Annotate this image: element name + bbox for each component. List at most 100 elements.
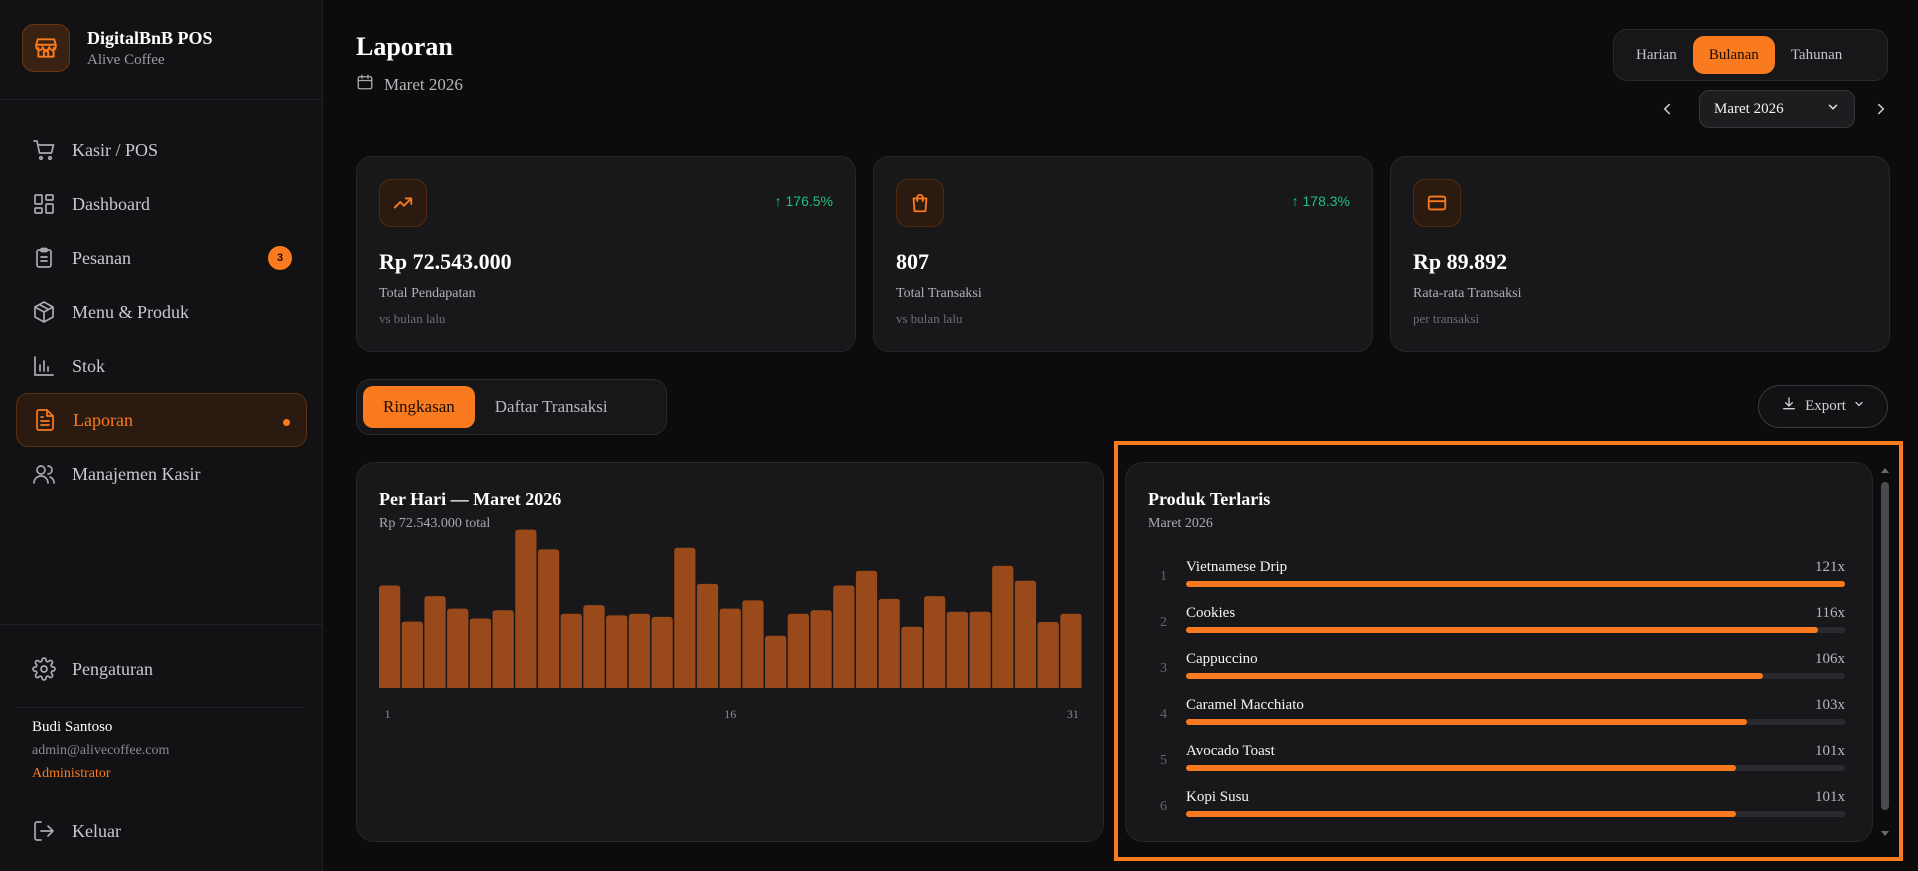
stat-value: Rp 89.892 (1413, 249, 1508, 274)
trending-up-icon (379, 179, 427, 227)
chart-bar[interactable] (1060, 613, 1082, 688)
chevron-right-icon[interactable] (1869, 97, 1893, 121)
chart-bar[interactable] (537, 549, 560, 688)
sidebar-item-manajemen-kasir[interactable]: Manajemen Kasir (16, 447, 307, 501)
chart-bar[interactable] (1037, 622, 1059, 688)
chart-bar[interactable] (833, 585, 855, 688)
product-name: Vietnamese Drip (1186, 559, 1288, 575)
store-name: Alive Coffee (87, 51, 165, 68)
stat-note: per transaksi (1413, 311, 1480, 326)
best-sellers-scrollbar[interactable] (1879, 462, 1891, 842)
chart-bar[interactable] (946, 611, 968, 688)
sidebar-nav: Kasir / POS Dashboard Pesanan 3 Menu & P… (16, 123, 307, 501)
chart-bar[interactable] (583, 605, 605, 688)
sidebar-item-pesanan[interactable]: Pesanan 3 (16, 231, 307, 285)
sidebar-item-kasir[interactable]: Kasir / POS (16, 123, 307, 177)
chart-bar[interactable] (401, 621, 423, 688)
settings-section: Pengaturan (16, 642, 307, 696)
scroll-up-icon[interactable] (1881, 466, 1889, 474)
chart-bar[interactable] (810, 610, 832, 688)
chevron-down-icon (1826, 100, 1840, 119)
stat-note: vs bulan lalu (896, 311, 963, 326)
chart-bar[interactable] (447, 608, 469, 688)
product-bar-track (1186, 673, 1845, 679)
month-select-value: Maret 2026 (1714, 100, 1784, 117)
chart-bar[interactable] (651, 616, 673, 688)
app-name: DigitalBnB POS (87, 27, 213, 48)
product-bar-fill (1186, 765, 1737, 771)
stat-value: Rp 72.543.000 (379, 249, 512, 274)
chart-bar[interactable] (742, 600, 764, 688)
tab-ringkasan[interactable]: Ringkasan (363, 386, 475, 428)
sidebar-item-dashboard[interactable]: Dashboard (16, 177, 307, 231)
sidebar-item-menu-produk[interactable]: Menu & Produk (16, 285, 307, 339)
chart-bar[interactable] (969, 611, 991, 688)
sidebar-item-label: Dashboard (72, 193, 150, 214)
sidebar-divider (0, 99, 322, 100)
chart-bar[interactable] (719, 608, 741, 688)
best-sellers-panel: Produk Terlaris Maret 2026 1 Vietnamese D… (1125, 462, 1873, 842)
dashboard-icon (32, 192, 56, 216)
product-row: 4 Caramel Macchiato 103x (1148, 697, 1851, 743)
logout-button[interactable]: Keluar (16, 804, 307, 858)
x-tick-label: 16 (724, 707, 736, 721)
chart-bar[interactable] (765, 635, 787, 688)
product-bar-track (1186, 719, 1845, 725)
clipboard-icon (32, 246, 56, 270)
product-count: 101x (1815, 789, 1845, 805)
scrollbar-thumb[interactable] (1881, 482, 1889, 810)
report-tabs: Ringkasan Daftar Transaksi (356, 379, 667, 435)
chart-bar[interactable] (901, 626, 923, 688)
product-rank: 3 (1160, 661, 1167, 676)
chart-bar[interactable] (1014, 580, 1037, 688)
sidebar-item-laporan[interactable]: Laporan (16, 393, 307, 447)
product-name: Avocado Toast (1186, 743, 1275, 759)
orders-badge: 3 (268, 246, 292, 270)
credit-card-icon (1413, 179, 1461, 227)
period-bulanan-button[interactable]: Bulanan (1692, 36, 1775, 74)
daily-bar-chart: 1 16 31 (379, 529, 1082, 721)
logout-section: Keluar (16, 804, 307, 858)
user-email: admin@alivecoffee.com (32, 743, 170, 758)
stat-label: Total Pendapatan (379, 286, 476, 301)
chart-bar[interactable] (492, 610, 514, 688)
product-count: 106x (1815, 651, 1845, 667)
sidebar-item-label: Laporan (73, 409, 133, 430)
export-label: Export (1805, 398, 1846, 414)
chart-bar[interactable] (606, 615, 628, 688)
sidebar-item-stok[interactable]: Stok (16, 339, 307, 393)
chart-bar[interactable] (878, 598, 900, 688)
package-icon (32, 300, 56, 324)
period-tahunan-button[interactable]: Tahunan (1790, 46, 1843, 63)
gear-icon (32, 657, 56, 681)
period-harian-button[interactable]: Harian (1636, 46, 1677, 63)
chart-bar[interactable] (424, 596, 446, 688)
scroll-down-icon[interactable] (1881, 830, 1889, 838)
chart-bar[interactable] (924, 596, 946, 688)
chart-bar[interactable] (515, 529, 537, 688)
chart-bar[interactable] (696, 583, 719, 688)
sidebar-item-pengaturan[interactable]: Pengaturan (16, 642, 307, 696)
chart-bar[interactable] (992, 565, 1014, 688)
product-count: 121x (1815, 559, 1845, 575)
tab-daftar-transaksi[interactable]: Daftar Transaksi (494, 397, 608, 416)
chart-bar[interactable] (379, 585, 401, 688)
chevron-left-icon[interactable] (1655, 97, 1679, 121)
chart-bar[interactable] (469, 618, 492, 688)
chart-bar[interactable] (674, 547, 696, 688)
stat-card-average: Rp 89.892 Rata-rata Transaksi per transa… (1390, 156, 1890, 352)
chart-bar[interactable] (787, 613, 809, 688)
x-tick-label: 31 (1067, 707, 1079, 721)
sidebar-item-label: Pesanan (72, 247, 131, 268)
export-button[interactable]: Export (1758, 385, 1888, 428)
cart-icon (32, 138, 56, 162)
store-icon (22, 24, 70, 72)
chart-bar[interactable] (628, 613, 651, 688)
period-toggle: Harian Bulanan Tahunan (1613, 29, 1888, 81)
chart-bar[interactable] (855, 570, 878, 688)
sidebar-item-label: Pengaturan (72, 658, 153, 679)
best-sellers-title: Produk Terlaris (1148, 489, 1271, 509)
month-select[interactable]: Maret 2026 (1699, 90, 1855, 128)
chart-bar[interactable] (560, 613, 582, 688)
